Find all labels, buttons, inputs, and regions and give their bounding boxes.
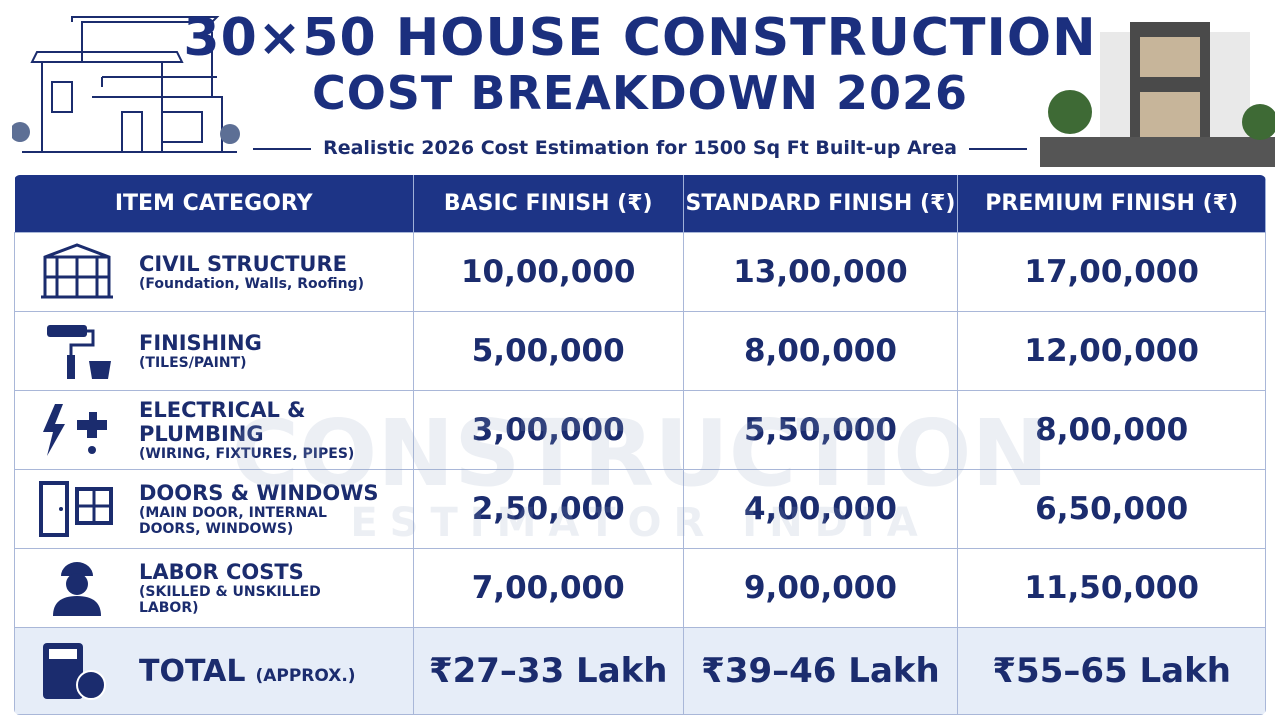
total-cell: ₹39–46 Lakh [682, 627, 959, 715]
category-text: CIVIL STRUCTURE (Foundation, Walls, Roofi… [139, 252, 364, 292]
category: DOORS & WINDOWS (MAIN DOOR, INTERNAL DOOR… [15, 479, 413, 539]
category: FINISHING (TILES/PAINT) [15, 321, 413, 381]
house-photo [1040, 22, 1275, 167]
category-icon [47, 325, 111, 379]
category-cell: LABOR COSTS (SKILLED & UNSKILLED LABOR) [14, 548, 414, 628]
cost-cell: 3,00,000 [412, 390, 684, 470]
cost-cell: 5,00,000 [412, 311, 684, 391]
cost-cell: 6,50,000 [957, 469, 1266, 549]
category-text: TOTAL (APPROX.) [139, 654, 356, 689]
category-name: FINISHING [139, 331, 262, 355]
column-header: BASIC FINISH (₹) [413, 175, 684, 233]
row: DOORS & WINDOWS (MAIN DOOR, INTERNAL DOOR… [14, 469, 1266, 549]
category-detail: (WIRING, FIXTURES, PIPES) [139, 446, 355, 462]
category: ELECTRICAL & PLUMBING (WIRING, FIXTURES, … [15, 398, 413, 462]
cost-cell: 4,00,000 [682, 469, 959, 549]
category-detail: (TILES/PAINT) [139, 355, 247, 371]
column-header: STANDARD FINISH (₹) [683, 175, 959, 233]
category-cell: CIVIL STRUCTURE (Foundation, Walls, Roofi… [14, 232, 414, 312]
category-detail: (Foundation, Walls, Roofing) [139, 276, 364, 292]
cost-cell: 17,00,000 [957, 232, 1266, 312]
cost-cell: 10,00,000 [412, 232, 684, 312]
category-name: CIVIL STRUCTURE [139, 252, 347, 276]
cost-cell: 8,00,000 [682, 311, 959, 391]
title: COST BREAKDOWN 2026 [311, 66, 969, 120]
cost-cell: 5,50,000 [682, 390, 959, 470]
category-detail: (SKILLED & UNSKILLED LABOR) [139, 584, 321, 616]
category-cell: FINISHING (TILES/PAINT) [14, 311, 414, 391]
category-text: DOORS & WINDOWS (MAIN DOOR, INTERNAL DOOR… [139, 481, 379, 537]
category-text: LABOR COSTS (SKILLED & UNSKILLED LABOR) [139, 560, 369, 616]
category-icon [43, 643, 106, 700]
title: 30×50 HOUSE CONSTRUCTION [183, 8, 1097, 68]
cost-cell: 13,00,000 [682, 232, 959, 312]
row: ELECTRICAL & PLUMBING (WIRING, FIXTURES, … [14, 390, 1266, 470]
cost-cell: 7,00,000 [412, 548, 684, 628]
subtitle-text: Realistic 2026 Cost Estimation for 1500 … [323, 137, 957, 159]
category-icon [43, 404, 107, 456]
category: CIVIL STRUCTURE (Foundation, Walls, Roofi… [15, 242, 413, 302]
cost-cell: 11,50,000 [957, 548, 1266, 628]
category-name: DOORS & WINDOWS [139, 481, 379, 505]
cost-table: ITEM CATEGORY BASIC FINISH (₹) STANDARD … [14, 175, 1266, 715]
category-icon [39, 481, 113, 537]
category: LABOR COSTS (SKILLED & UNSKILLED LABOR) [15, 558, 413, 618]
header-row: ITEM CATEGORY BASIC FINISH (₹) STANDARD … [14, 175, 1266, 233]
row: CIVIL STRUCTURE (Foundation, Walls, Roofi… [14, 232, 1266, 312]
category-cell: ELECTRICAL & PLUMBING (WIRING, FIXTURES, … [14, 390, 414, 470]
row: FINISHING (TILES/PAINT) 5,00,000 8,00,000 12… [14, 311, 1266, 391]
cost-cell: 9,00,000 [682, 548, 959, 628]
total-note: (APPROX.) [255, 665, 356, 686]
total-cell: ₹27–33 Lakh [412, 627, 684, 715]
category-icon [41, 243, 113, 299]
house-sketch [12, 16, 240, 153]
subtitle: Realistic 2026 Cost Estimation for 1500 … [0, 137, 1280, 159]
cost-cell: 2,50,000 [412, 469, 684, 549]
category-name: ELECTRICAL & PLUMBING [139, 398, 306, 446]
category-cell: TOTAL (APPROX.) [14, 627, 414, 715]
category-text: ELECTRICAL & PLUMBING (WIRING, FIXTURES, … [139, 398, 413, 462]
column-header: PREMIUM FINISH (₹) [957, 175, 1266, 233]
row: LABOR COSTS (SKILLED & UNSKILLED LABOR) 7,… [14, 548, 1266, 628]
category-name: LABOR COSTS [139, 560, 304, 584]
total-cell: ₹55–65 Lakh [957, 627, 1266, 715]
total-row: TOTAL (APPROX.) ₹27–33 Lakh ₹39–46 Lakh ₹55–… [14, 627, 1266, 715]
category-detail: (MAIN DOOR, INTERNAL DOORS, WINDOWS) [139, 505, 327, 537]
cost-cell: 8,00,000 [957, 390, 1266, 470]
total-label: TOTAL [139, 653, 246, 689]
category-icon [53, 562, 101, 616]
column-header: ITEM CATEGORY [14, 175, 414, 233]
category: TOTAL (APPROX.) [15, 641, 413, 701]
category-text: FINISHING (TILES/PAINT) [139, 331, 262, 371]
category-cell: DOORS & WINDOWS (MAIN DOOR, INTERNAL DOOR… [14, 469, 414, 549]
cost-cell: 12,00,000 [957, 311, 1266, 391]
